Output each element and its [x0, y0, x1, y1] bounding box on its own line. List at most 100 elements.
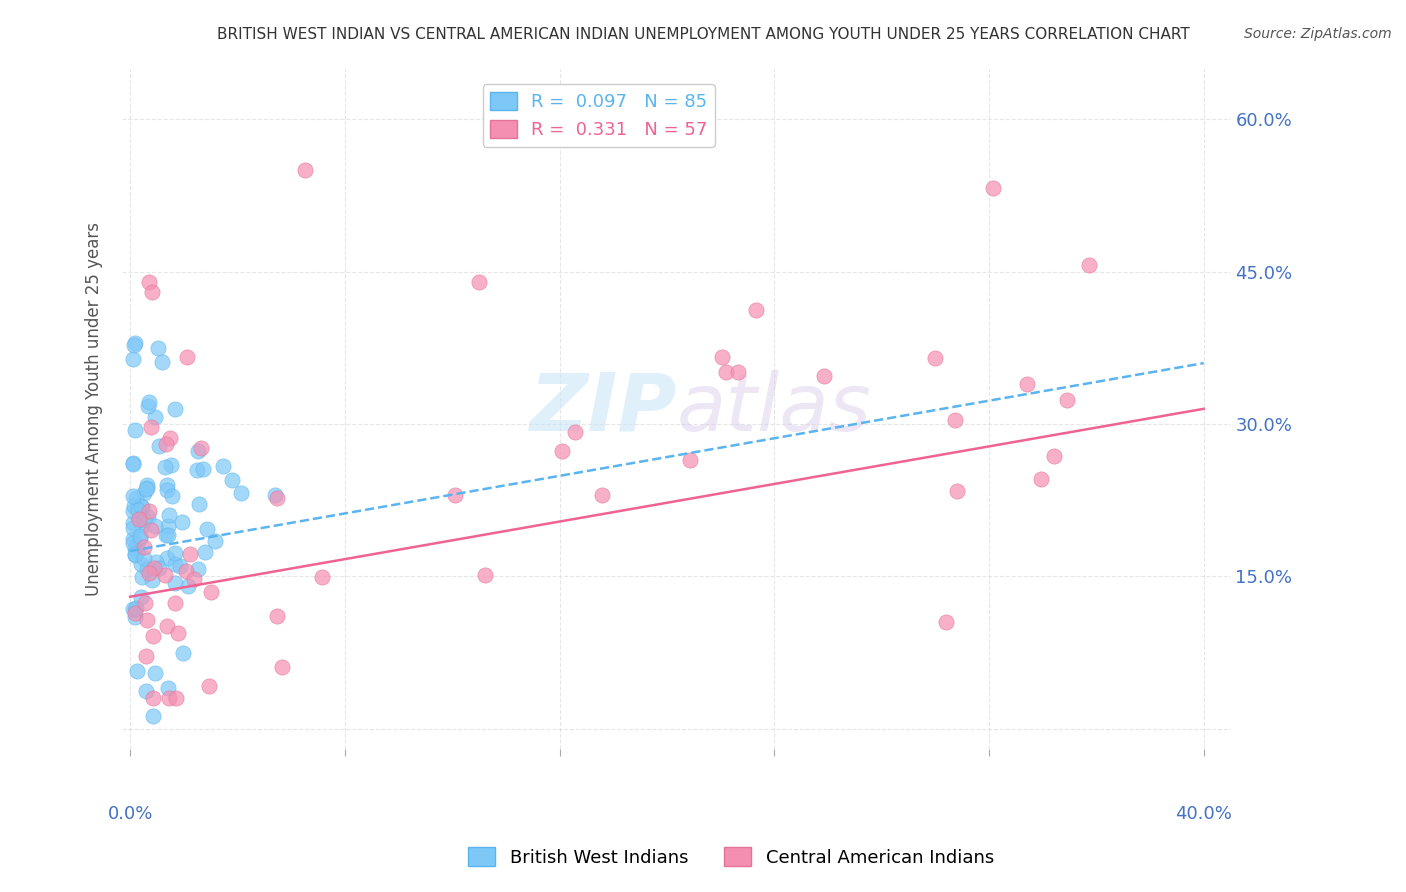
- Point: [813, 368, 835, 383]
- Point: [132, 550, 155, 565]
- Point: [163, 558, 186, 572]
- Point: [155, 460, 177, 475]
- Legend: British West Indians, Central American Indians: British West Indians, Central American I…: [461, 840, 1001, 874]
- Point: [190, 441, 212, 455]
- Point: [122, 338, 145, 352]
- Point: [131, 518, 153, 533]
- Point: [122, 516, 145, 530]
- Point: [187, 444, 209, 458]
- Point: [132, 485, 155, 500]
- Point: [157, 518, 180, 533]
- Point: [141, 629, 163, 643]
- Point: [121, 601, 143, 615]
- Point: [125, 600, 148, 615]
- Point: [136, 562, 159, 576]
- Point: [141, 524, 163, 538]
- Point: [131, 500, 153, 514]
- Text: BRITISH WEST INDIAN VS CENTRAL AMERICAN INDIAN UNEMPLOYMENT AMONG YOUTH UNDER 25: BRITISH WEST INDIAN VS CENTRAL AMERICAN …: [217, 27, 1189, 42]
- Point: [150, 354, 173, 368]
- Point: [564, 425, 586, 439]
- Point: [136, 614, 159, 628]
- Point: [266, 491, 288, 506]
- Point: [141, 573, 163, 587]
- Point: [156, 483, 179, 497]
- Point: [141, 285, 163, 299]
- Point: [121, 457, 143, 471]
- Point: [710, 351, 733, 365]
- Point: [943, 413, 966, 427]
- Point: [183, 572, 205, 586]
- Point: [127, 664, 149, 678]
- Point: [179, 547, 201, 561]
- Point: [156, 478, 179, 492]
- Point: [727, 365, 749, 379]
- Point: [138, 394, 160, 409]
- Point: [136, 510, 159, 524]
- Point: [156, 550, 179, 565]
- Point: [174, 564, 197, 578]
- Legend: R =  0.097   N = 85, R =  0.331   N = 57: R = 0.097 N = 85, R = 0.331 N = 57: [482, 85, 714, 146]
- Point: [177, 579, 200, 593]
- Point: [172, 646, 194, 660]
- Point: [121, 536, 143, 550]
- Point: [135, 649, 157, 664]
- Point: [155, 437, 177, 451]
- Point: [136, 481, 159, 495]
- Point: [159, 431, 181, 445]
- Point: [148, 438, 170, 452]
- Point: [122, 351, 145, 366]
- Point: [153, 568, 176, 582]
- Point: [142, 709, 165, 723]
- Point: [1078, 258, 1101, 272]
- Point: [1056, 392, 1078, 407]
- Point: [1017, 377, 1039, 392]
- Point: [136, 399, 159, 413]
- Point: [551, 444, 574, 458]
- Point: [131, 569, 153, 583]
- Point: [1043, 449, 1066, 463]
- Point: [129, 532, 152, 546]
- Point: [124, 547, 146, 561]
- Point: [125, 543, 148, 558]
- Point: [156, 619, 179, 633]
- Point: [157, 681, 180, 695]
- Point: [163, 401, 186, 416]
- Point: [127, 503, 149, 517]
- Point: [197, 679, 219, 693]
- Point: [468, 275, 491, 289]
- Point: [294, 163, 316, 178]
- Point: [186, 463, 208, 477]
- Point: [121, 490, 143, 504]
- Point: [142, 691, 165, 706]
- Point: [124, 609, 146, 624]
- Point: [138, 566, 160, 580]
- Point: [139, 420, 162, 434]
- Point: [311, 570, 333, 584]
- Point: [143, 519, 166, 533]
- Point: [745, 303, 768, 318]
- Point: [474, 568, 496, 582]
- Point: [714, 365, 737, 379]
- Point: [121, 532, 143, 546]
- Text: 40.0%: 40.0%: [1175, 805, 1232, 823]
- Point: [124, 601, 146, 615]
- Point: [124, 423, 146, 437]
- Point: [135, 482, 157, 496]
- Point: [124, 548, 146, 562]
- Point: [167, 626, 190, 640]
- Point: [191, 462, 214, 476]
- Point: [132, 540, 155, 554]
- Point: [270, 660, 292, 674]
- Point: [146, 341, 169, 355]
- Point: [924, 351, 946, 365]
- Point: [200, 585, 222, 599]
- Point: [160, 489, 183, 503]
- Point: [148, 561, 170, 575]
- Point: [157, 508, 180, 522]
- Point: [121, 458, 143, 472]
- Y-axis label: Unemployment Among Youth under 25 years: Unemployment Among Youth under 25 years: [86, 222, 103, 596]
- Point: [138, 275, 160, 289]
- Point: [145, 556, 167, 570]
- Point: [138, 504, 160, 518]
- Point: [176, 350, 198, 364]
